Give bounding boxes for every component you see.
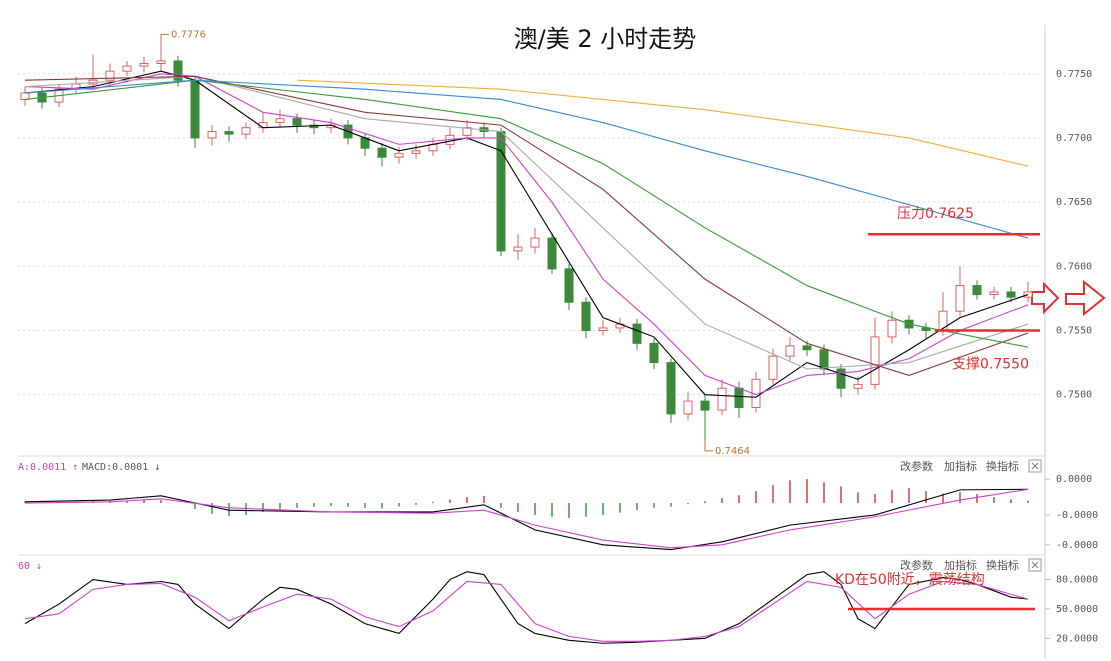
candle-body — [700, 400, 710, 411]
y-tick-label: 20.0000 — [1056, 633, 1098, 644]
indicator-line — [24, 79, 1029, 239]
candle-body — [530, 237, 540, 248]
candle-body — [785, 345, 795, 357]
y-tick-label: 0.7500 — [1056, 390, 1092, 401]
tool-button[interactable]: 换指标 — [986, 459, 1019, 473]
extreme-marker — [160, 33, 169, 41]
candle-body — [802, 345, 812, 351]
arrow-icon — [1065, 279, 1106, 317]
candle-body — [224, 131, 234, 135]
toolbar: 改参数 加指标 换指标 — [900, 558, 1042, 572]
arrow-icon — [1031, 281, 1060, 315]
candle-body — [377, 147, 387, 158]
candle-body — [105, 70, 115, 81]
y-tick-label: -0.0000 — [1056, 510, 1098, 521]
candle-body — [683, 400, 693, 415]
candle-body — [938, 310, 948, 331]
candle-body — [836, 368, 846, 389]
y-tick-label: -0.0000 — [1056, 540, 1098, 551]
candle-body — [649, 342, 659, 364]
indicator-line — [296, 79, 1029, 167]
level-label: 压力0.7625 — [897, 206, 974, 222]
y-tick-label: 0.0000 — [1056, 474, 1092, 485]
extreme-label: 0.7464 — [715, 446, 750, 457]
candle-body — [190, 79, 200, 139]
tool-button[interactable]: 换指标 — [986, 558, 1019, 572]
candle-body — [870, 336, 880, 385]
y-tick-label: 80.0000 — [1056, 575, 1098, 586]
indicator-header: 60 ↓ — [18, 561, 42, 572]
y-tick-label: 0.7600 — [1056, 261, 1092, 272]
candle-body — [394, 152, 404, 158]
candle-body — [156, 60, 166, 65]
candle-body — [462, 127, 472, 136]
indicator-line — [24, 79, 1029, 348]
candle-body — [513, 246, 523, 252]
candle-body — [632, 323, 642, 344]
indicator-header: A:0.0011 ↑ — [18, 462, 78, 473]
y-tick-label: 0.7550 — [1056, 325, 1092, 336]
candle-body — [564, 268, 574, 303]
candle-body — [20, 92, 30, 100]
candle-body — [122, 65, 132, 72]
candle-body — [598, 327, 608, 331]
candle-body — [207, 131, 217, 139]
indicator-line — [24, 571, 1029, 644]
indicator-line — [24, 488, 1029, 549]
candle-body — [989, 291, 999, 296]
extreme-label: 0.7776 — [171, 29, 206, 40]
candle-body — [292, 118, 302, 126]
candle-body — [547, 237, 557, 270]
close-icon — [1031, 561, 1039, 569]
y-tick-label: 0.7750 — [1056, 69, 1092, 80]
candle-body — [139, 63, 149, 67]
level-label: 支撑0.7550 — [952, 356, 1029, 372]
candle-body — [666, 362, 676, 415]
indicator-line — [24, 75, 1029, 376]
candle-body — [173, 60, 183, 81]
candle-body — [887, 319, 897, 338]
extreme-marker — [704, 440, 713, 452]
candle-body — [819, 349, 829, 370]
tool-button[interactable]: 改参数 — [900, 558, 933, 572]
tool-button[interactable]: 加指标 — [944, 558, 977, 572]
tool-button[interactable]: 加指标 — [944, 459, 977, 473]
candle-body — [581, 301, 591, 331]
candle-body — [955, 285, 965, 312]
toolbar: 改参数 加指标 换指标 — [900, 459, 1042, 473]
candle-body — [853, 383, 863, 389]
level-label: KD在50附近，震荡结构 — [835, 572, 985, 588]
y-tick-label: 0.7700 — [1056, 133, 1092, 144]
candle-body — [972, 285, 982, 296]
candle-body — [275, 118, 285, 124]
candle-body — [717, 387, 727, 411]
candle-body — [1006, 291, 1016, 298]
indicator-line — [24, 580, 1029, 642]
chart-title: 澳/美 2 小时走势 — [514, 25, 697, 53]
close-icon — [1031, 462, 1039, 470]
indicator-header: MACD:0.0001 ↓ — [82, 462, 160, 473]
candle-body — [768, 355, 778, 380]
tool-button[interactable]: 改参数 — [900, 459, 933, 473]
indicator-line — [24, 488, 1029, 551]
y-tick-label: 0.7650 — [1056, 197, 1092, 208]
candle-body — [734, 387, 744, 409]
candle-body — [411, 150, 421, 154]
y-tick-label: 50.0000 — [1056, 604, 1098, 615]
candle-body — [241, 127, 251, 135]
